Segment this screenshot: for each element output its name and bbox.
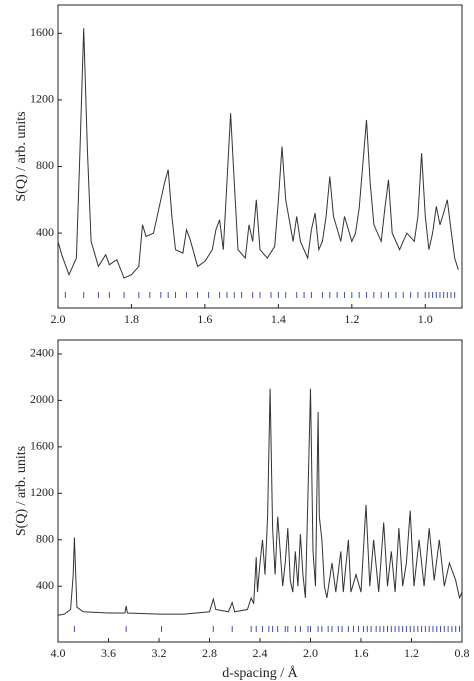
x-tick-label: 2.4: [253, 646, 268, 660]
x-tick-label: 1.8: [124, 312, 139, 326]
x-tick-label: 3.6: [101, 646, 116, 660]
y-tick-label: 400: [36, 225, 54, 239]
x-tick-label: 2.8: [202, 646, 217, 660]
y-tick-label: 2000: [30, 392, 54, 406]
data-line: [57, 388, 463, 616]
x-tick-label: 0.8: [455, 646, 470, 660]
x-tick-label: 3.2: [152, 646, 167, 660]
y-tick-label: 1600: [30, 439, 54, 453]
plot-frame: [57, 4, 463, 309]
y-tick-label: 2400: [30, 346, 54, 360]
y-tick-label: 1600: [30, 25, 54, 39]
x-tick-label: 1.6: [197, 312, 212, 326]
y-axis-label: S(Q) / arb. units: [14, 111, 29, 201]
x-tick-label: 1.2: [344, 312, 359, 326]
y-tick-label: 1200: [30, 485, 54, 499]
data-line: [57, 28, 459, 279]
x-tick-label: 1.4: [271, 312, 286, 326]
x-tick-label: 1.2: [404, 646, 419, 660]
x-axis-label: d-spacing / Å: [222, 665, 298, 681]
y-axis-label: S(Q) / arb. units: [14, 446, 29, 536]
x-tick-label: 1.0: [418, 312, 433, 326]
x-tick-label: 2.0: [303, 646, 318, 660]
x-tick-label: 4.0: [51, 646, 66, 660]
y-tick-label: 1200: [30, 92, 54, 106]
y-tick-label: 800: [36, 532, 54, 546]
plot-frame: [57, 339, 463, 643]
x-tick-label: 1.6: [354, 646, 369, 660]
y-tick-label: 800: [36, 158, 54, 172]
y-tick-label: 400: [36, 578, 54, 592]
x-tick-label: 2.0: [51, 312, 66, 326]
